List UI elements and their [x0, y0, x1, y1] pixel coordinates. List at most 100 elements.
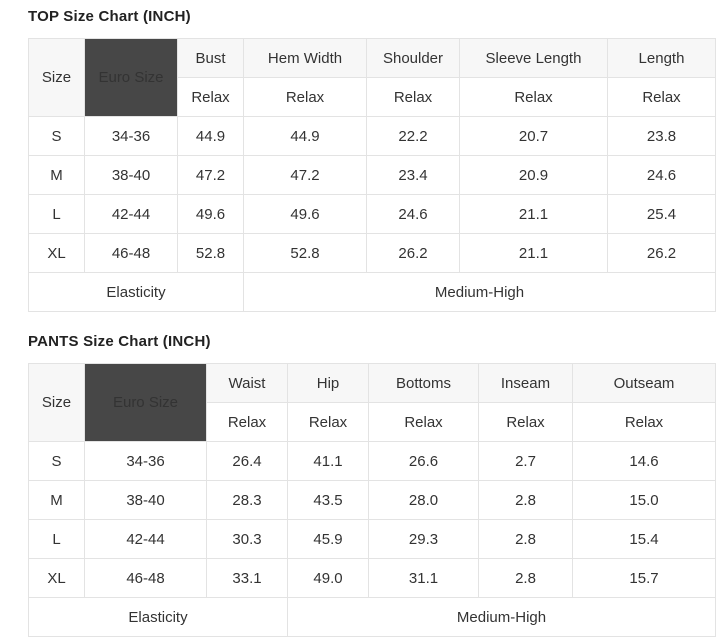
- relax-cell: Relax: [243, 77, 367, 117]
- table-cell: 24.6: [607, 155, 716, 195]
- table-cell: 52.8: [177, 233, 244, 273]
- top-col-shoulder: Shoulder: [366, 38, 460, 78]
- table-cell: 52.8: [243, 233, 367, 273]
- table-cell: 43.5: [287, 480, 369, 520]
- table-row: XL 46-48 52.8 52.8 26.2 21.1 26.2: [28, 233, 716, 273]
- table-cell: 22.2: [366, 116, 460, 156]
- table-cell: 26.2: [607, 233, 716, 273]
- top-size-header: Size: [28, 38, 85, 117]
- pants-euro-size-header: Euro Size: [84, 363, 207, 442]
- table-cell: 41.1: [287, 441, 369, 481]
- size-cell: M: [28, 480, 85, 520]
- size-cell: S: [28, 116, 85, 156]
- table-cell: 47.2: [177, 155, 244, 195]
- top-col-hem-width: Hem Width: [243, 38, 367, 78]
- relax-cell: Relax: [287, 402, 369, 442]
- table-cell: 21.1: [459, 194, 608, 234]
- top-chart-title: TOP Size Chart (INCH): [28, 8, 191, 25]
- size-cell: M: [28, 155, 85, 195]
- pants-size-table: Size Euro Size Waist Hip Bottoms Inseam …: [28, 363, 716, 637]
- table-row: XL 46-48 33.1 49.0 31.1 2.8 15.7: [28, 558, 716, 598]
- table-cell: 29.3: [368, 519, 479, 559]
- table-cell: 2.8: [478, 519, 573, 559]
- table-cell: 28.0: [368, 480, 479, 520]
- euro-size-cell: 42-44: [84, 519, 207, 559]
- elasticity-label: Elasticity: [28, 597, 288, 637]
- relax-cell: Relax: [177, 77, 244, 117]
- table-cell: 21.1: [459, 233, 608, 273]
- table-cell: 49.0: [287, 558, 369, 598]
- relax-cell: Relax: [572, 402, 716, 442]
- size-cell: S: [28, 441, 85, 481]
- top-size-table: Size Euro Size Bust Hem Width Shoulder S…: [28, 38, 716, 312]
- relax-cell: Relax: [368, 402, 479, 442]
- table-cell: 44.9: [177, 116, 244, 156]
- elasticity-value: Medium-High: [243, 272, 716, 312]
- table-cell: 26.4: [206, 441, 288, 481]
- table-cell: 30.3: [206, 519, 288, 559]
- size-cell: XL: [28, 558, 85, 598]
- table-cell: 2.7: [478, 441, 573, 481]
- table-cell: 26.2: [366, 233, 460, 273]
- table-cell: 45.9: [287, 519, 369, 559]
- euro-size-cell: 46-48: [84, 558, 207, 598]
- table-row: S 34-36 44.9 44.9 22.2 20.7 23.8: [28, 116, 716, 156]
- table-cell: 33.1: [206, 558, 288, 598]
- table-cell: 20.9: [459, 155, 608, 195]
- elasticity-value: Medium-High: [287, 597, 716, 637]
- euro-size-cell: 34-36: [84, 116, 178, 156]
- table-cell: 28.3: [206, 480, 288, 520]
- table-cell: 25.4: [607, 194, 716, 234]
- pants-header-row: Size Euro Size Waist Hip Bottoms Inseam …: [28, 363, 716, 442]
- size-chart-page: TOP Size Chart (INCH) Size Euro Size Bus…: [28, 8, 716, 637]
- table-cell: 15.0: [572, 480, 716, 520]
- table-cell: 23.4: [366, 155, 460, 195]
- size-cell: L: [28, 519, 85, 559]
- euro-size-cell: 42-44: [84, 194, 178, 234]
- relax-cell: Relax: [607, 77, 716, 117]
- table-cell: 26.6: [368, 441, 479, 481]
- table-row: M 38-40 28.3 43.5 28.0 2.8 15.0: [28, 480, 716, 520]
- euro-size-cell: 34-36: [84, 441, 207, 481]
- pants-col-hip: Hip: [287, 363, 369, 403]
- table-cell: 44.9: [243, 116, 367, 156]
- euro-size-cell: 38-40: [84, 480, 207, 520]
- table-cell: 24.6: [366, 194, 460, 234]
- elasticity-label: Elasticity: [28, 272, 244, 312]
- table-row: M 38-40 47.2 47.2 23.4 20.9 24.6: [28, 155, 716, 195]
- table-cell: 14.6: [572, 441, 716, 481]
- top-header-row: Size Euro Size Bust Hem Width Shoulder S…: [28, 38, 716, 117]
- top-relax-row: Relax Relax Relax Relax Relax: [29, 77, 716, 117]
- table-cell: 2.8: [478, 558, 573, 598]
- relax-cell: Relax: [206, 402, 288, 442]
- table-cell: 15.7: [572, 558, 716, 598]
- relax-cell: Relax: [459, 77, 608, 117]
- table-cell: 20.7: [459, 116, 608, 156]
- pants-col-waist: Waist: [206, 363, 288, 403]
- top-col-length: Length: [607, 38, 716, 78]
- pants-size-header: Size: [28, 363, 85, 442]
- pants-col-bottoms: Bottoms: [368, 363, 479, 403]
- pants-elasticity-row: Elasticity Medium-High: [28, 597, 716, 637]
- table-cell: 2.8: [478, 480, 573, 520]
- size-cell: XL: [28, 233, 85, 273]
- top-elasticity-row: Elasticity Medium-High: [28, 272, 716, 312]
- pants-col-outseam: Outseam: [572, 363, 716, 403]
- size-cell: L: [28, 194, 85, 234]
- table-cell: 23.8: [607, 116, 716, 156]
- euro-size-cell: 38-40: [84, 155, 178, 195]
- pants-col-inseam: Inseam: [478, 363, 573, 403]
- table-cell: 49.6: [243, 194, 367, 234]
- euro-size-cell: 46-48: [84, 233, 178, 273]
- top-col-sleeve-length: Sleeve Length: [459, 38, 608, 78]
- table-cell: 31.1: [368, 558, 479, 598]
- pants-chart-title: PANTS Size Chart (INCH): [28, 333, 211, 350]
- table-cell: 15.4: [572, 519, 716, 559]
- top-col-bust: Bust: [177, 38, 244, 78]
- table-row: S 34-36 26.4 41.1 26.6 2.7 14.6: [28, 441, 716, 481]
- top-euro-size-header: Euro Size: [84, 38, 178, 117]
- pants-relax-row: Relax Relax Relax Relax Relax: [29, 402, 716, 442]
- table-row: L 42-44 30.3 45.9 29.3 2.8 15.4: [28, 519, 716, 559]
- relax-cell: Relax: [366, 77, 460, 117]
- relax-cell: Relax: [478, 402, 573, 442]
